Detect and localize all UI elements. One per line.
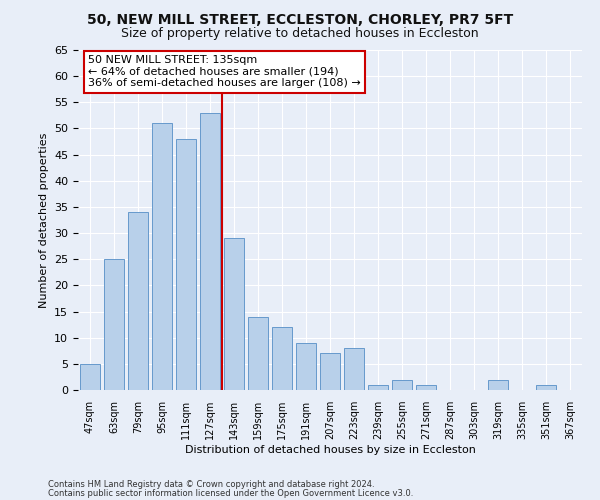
Bar [152, 123, 172, 390]
Bar [368, 385, 388, 390]
Text: Size of property relative to detached houses in Eccleston: Size of property relative to detached ho… [121, 28, 479, 40]
Bar [416, 385, 436, 390]
Bar [392, 380, 412, 390]
Bar [80, 364, 100, 390]
Bar [488, 380, 508, 390]
Bar [248, 317, 268, 390]
Text: Contains HM Land Registry data © Crown copyright and database right 2024.: Contains HM Land Registry data © Crown c… [48, 480, 374, 489]
Bar [296, 343, 316, 390]
Y-axis label: Number of detached properties: Number of detached properties [38, 132, 49, 308]
Bar [176, 139, 196, 390]
Bar [272, 327, 292, 390]
Bar [536, 385, 556, 390]
Text: 50, NEW MILL STREET, ECCLESTON, CHORLEY, PR7 5FT: 50, NEW MILL STREET, ECCLESTON, CHORLEY,… [87, 12, 513, 26]
Text: Contains public sector information licensed under the Open Government Licence v3: Contains public sector information licen… [48, 488, 413, 498]
Text: 50 NEW MILL STREET: 135sqm
← 64% of detached houses are smaller (194)
36% of sem: 50 NEW MILL STREET: 135sqm ← 64% of deta… [88, 55, 361, 88]
X-axis label: Distribution of detached houses by size in Eccleston: Distribution of detached houses by size … [185, 445, 475, 455]
Bar [200, 113, 220, 390]
Bar [104, 259, 124, 390]
Bar [224, 238, 244, 390]
Bar [344, 348, 364, 390]
Bar [320, 354, 340, 390]
Bar [128, 212, 148, 390]
